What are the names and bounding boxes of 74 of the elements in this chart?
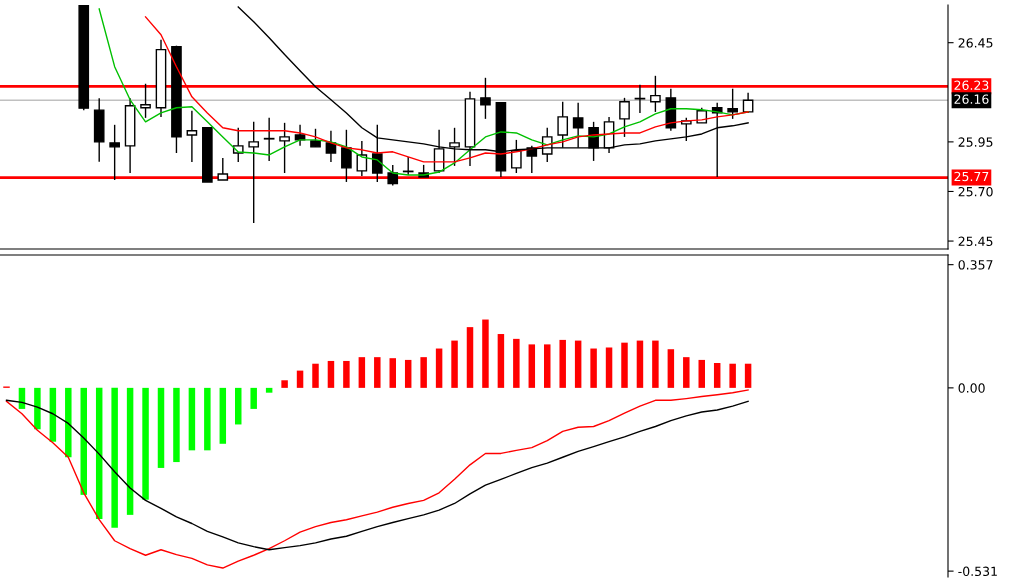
- bar: [466, 327, 474, 388]
- bar: [327, 360, 335, 388]
- bar: [281, 380, 288, 388]
- y-tick-label: -0.531: [958, 566, 997, 577]
- candlestick: [387, 164, 399, 187]
- bar: [235, 387, 242, 425]
- candlestick: [263, 117, 275, 162]
- bar: [559, 339, 566, 388]
- candlestick: [680, 117, 692, 142]
- ref-line-label: 26.16: [954, 94, 989, 104]
- bar: [729, 363, 736, 388]
- candlestick: [279, 122, 290, 174]
- y-tick-label: 25.45: [958, 236, 993, 246]
- y-tick-label: 0.00: [958, 383, 985, 393]
- bar: [698, 359, 705, 388]
- bar: [142, 387, 149, 500]
- bar: [111, 387, 118, 528]
- bar: [65, 387, 72, 458]
- candlestick: [310, 128, 321, 148]
- bar: [667, 349, 675, 388]
- candlestick: [217, 157, 229, 181]
- candlestick: [634, 84, 646, 114]
- bar: [683, 357, 690, 388]
- bar: [296, 370, 304, 388]
- bar: [157, 387, 165, 468]
- bar: [605, 347, 613, 388]
- bar: [435, 348, 443, 388]
- line-series: [5, 399, 749, 551]
- y-tick-label: 25.95: [958, 137, 993, 147]
- candlestick: [341, 129, 352, 183]
- bar: [219, 387, 227, 444]
- candlestick: [480, 77, 491, 120]
- bar: [621, 342, 628, 388]
- y-tick-label: 0.357: [958, 260, 993, 270]
- bar: [652, 340, 659, 388]
- bar: [513, 338, 520, 388]
- bar: [34, 387, 41, 430]
- candlestick: [572, 102, 584, 149]
- bar: [404, 359, 412, 388]
- bar: [544, 344, 551, 388]
- candlestick: [727, 88, 738, 120]
- bar: [590, 348, 597, 388]
- bar: [574, 340, 582, 388]
- candlestick: [356, 140, 368, 177]
- bar: [250, 387, 257, 409]
- candlestick: [140, 83, 151, 119]
- candlestick: [186, 110, 198, 163]
- y-tick-label: 25.70: [958, 186, 993, 197]
- bar: [265, 387, 273, 393]
- bar: [173, 387, 180, 463]
- candlestick: [248, 121, 260, 224]
- bar: [451, 340, 458, 388]
- bar: [126, 387, 134, 515]
- bar: [497, 334, 505, 388]
- bar: [204, 387, 211, 451]
- y-tick-label: 26.45: [958, 38, 993, 48]
- bar: [713, 363, 721, 388]
- bar: [358, 357, 366, 388]
- candlestick: [650, 75, 661, 113]
- bar: [343, 360, 350, 388]
- bar: [636, 340, 644, 388]
- bar: [374, 357, 381, 388]
- bar: [528, 344, 536, 388]
- ref-line-label: 26.23: [954, 80, 989, 90]
- bar: [95, 387, 103, 520]
- bar: [482, 319, 489, 388]
- candlestick: [557, 101, 569, 149]
- candlestick: [619, 97, 630, 138]
- bar: [389, 358, 396, 388]
- bar: [312, 363, 319, 388]
- candlestick: [109, 124, 120, 181]
- bar: [188, 387, 196, 451]
- bar: [420, 357, 427, 388]
- ref-line-label: 25.77: [954, 171, 989, 182]
